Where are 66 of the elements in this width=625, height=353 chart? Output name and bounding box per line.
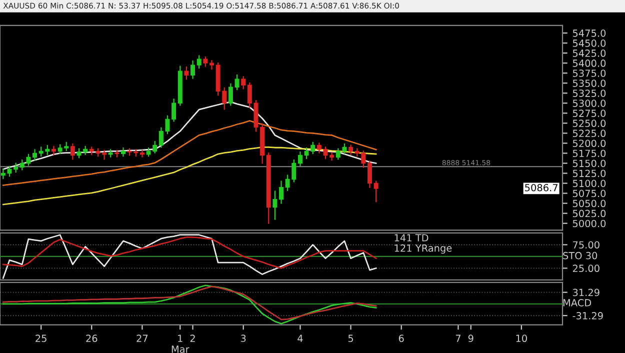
- x-tick-label: 2: [190, 334, 195, 342]
- x-tick-label: 5: [348, 334, 354, 342]
- candlestick: [102, 150, 107, 160]
- y-tick-label: 5225.0: [572, 130, 606, 138]
- line-series: [2, 234, 377, 279]
- candlestick: [209, 60, 214, 70]
- candlestick: [234, 74, 240, 90]
- y-tick-label: 5325.0: [572, 90, 606, 97]
- candlestick: [374, 180, 378, 202]
- candlestick: [32, 149, 38, 161]
- y-tick-label: 5075.0: [572, 190, 606, 198]
- candlestick: [241, 76, 246, 90]
- line-series: [2, 120, 377, 186]
- x-tick-label: 10: [516, 334, 527, 342]
- candlestick: [196, 55, 202, 68]
- x-tick-label: 1 Mar: [172, 334, 190, 353]
- candlestick: [121, 147, 126, 157]
- y-tick-label: 5475.0: [572, 30, 606, 37]
- candlestick: [70, 143, 75, 160]
- x-tick-label: 4: [298, 334, 303, 342]
- y-tick-label: 5000.0: [572, 220, 606, 228]
- y-tick-label: 5250.0: [572, 120, 606, 128]
- candlestick: [228, 83, 233, 106]
- y-tick-label: 5050.0: [572, 200, 606, 208]
- x-tick-label: 9: [468, 334, 474, 342]
- annotation: 141 TD: [394, 234, 428, 242]
- candlestick: [140, 150, 144, 158]
- candlestick: [298, 151, 302, 166]
- candlestick: [348, 144, 354, 155]
- y-axis-title: STO 30: [563, 252, 598, 260]
- x-tick-label: 27: [136, 334, 148, 342]
- y-tick-label: 5425.0: [572, 50, 606, 57]
- y-tick-label: 5400.0: [572, 60, 606, 67]
- annotation: 121 YRange: [394, 244, 452, 254]
- y-tick-label: 5025.0: [572, 210, 606, 218]
- x-tick-label: 6: [398, 334, 404, 342]
- y-tick-label: 5450.0: [572, 40, 606, 47]
- y-tick-label: 25.00: [572, 264, 600, 272]
- y-tick-label: 5350.0: [572, 80, 606, 87]
- y-tick-label: 5150.0: [572, 160, 606, 168]
- candlestick: [272, 190, 278, 220]
- line-series: [2, 236, 377, 269]
- y-tick-label: 31.29: [572, 288, 600, 296]
- x-tick-label: 3: [240, 334, 246, 342]
- candlestick: [190, 60, 196, 79]
- y-tick-label: 5300.0: [572, 100, 606, 107]
- y-tick-label: -31.29: [572, 312, 603, 320]
- candlestick: [279, 180, 284, 204]
- y-tick-label: 5200.0: [572, 140, 606, 148]
- candlestick: [367, 160, 372, 188]
- y-tick-label: 75.00: [573, 241, 600, 249]
- candlestick: [51, 146, 56, 155]
- x-tick-label: 26: [86, 334, 98, 342]
- candlestick: [184, 66, 189, 80]
- y-tick-label: 5125.0: [572, 170, 606, 178]
- y-tick-label: 5100.0: [572, 180, 606, 188]
- candlestick: [203, 56, 208, 67]
- candlestick: [14, 162, 18, 173]
- annotation: 5086.7: [525, 184, 558, 192]
- x-tick-label: 7: [456, 334, 460, 342]
- candlestick: [172, 98, 176, 122]
- y-tick-label: 5375.0: [572, 70, 606, 77]
- y-tick-label: 5275.0: [572, 110, 606, 117]
- y-tick-label: 5175.0: [572, 150, 606, 158]
- x-tick-label: 25: [36, 334, 46, 342]
- y-axis-title: MACD: [563, 299, 592, 306]
